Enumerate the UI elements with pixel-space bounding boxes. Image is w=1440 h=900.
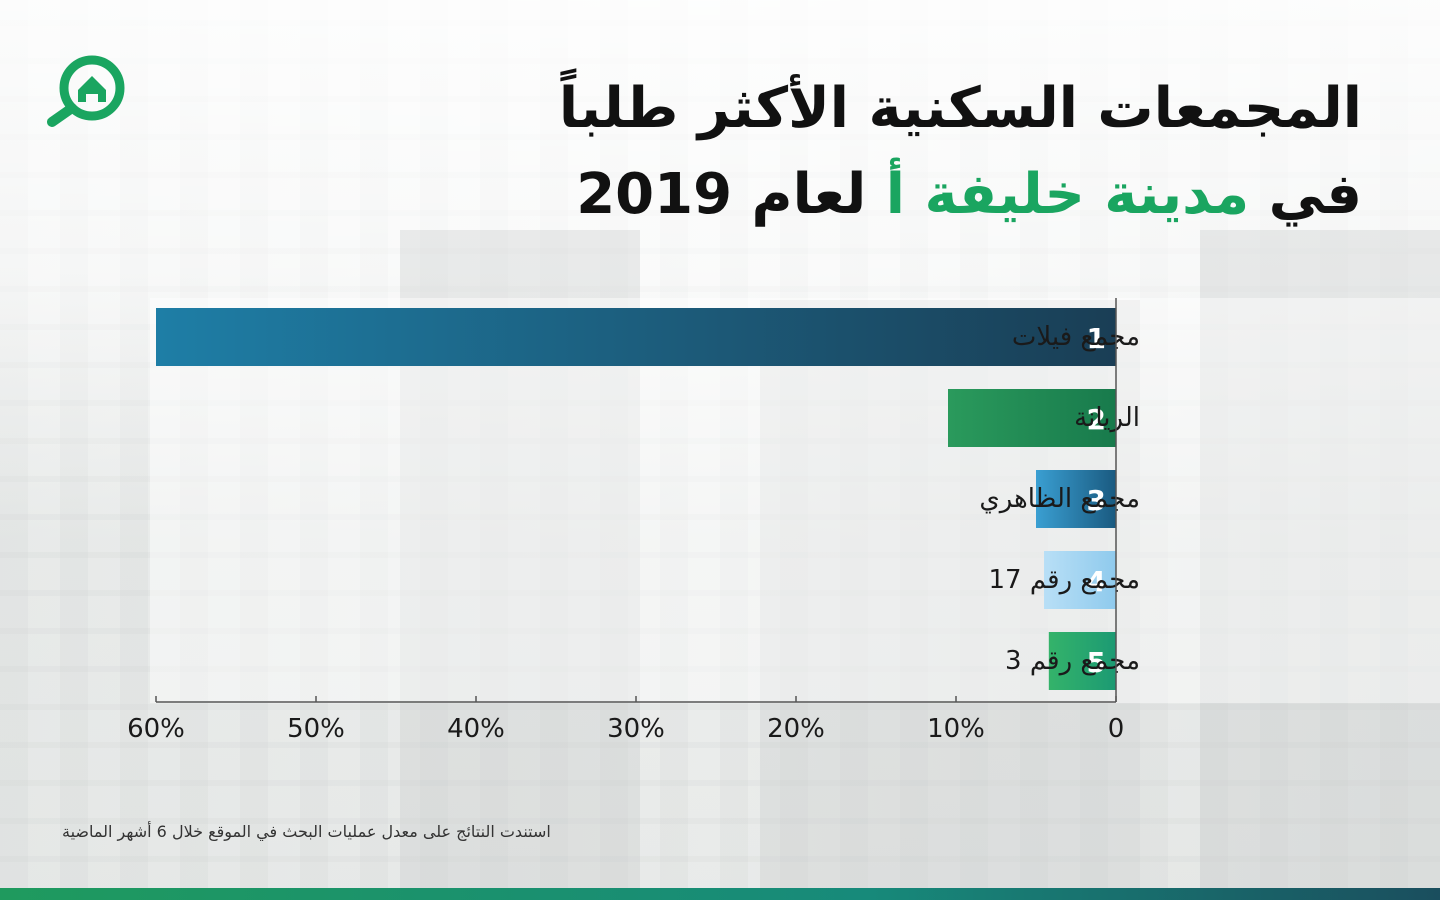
bar-5 — [1048, 632, 1116, 690]
house-search-icon — [47, 55, 125, 127]
bar-rank-label: 2 — [1087, 403, 1106, 436]
bar-rank-label: 4 — [1087, 565, 1106, 598]
title-highlight: مدينة خليفة أ — [885, 162, 1250, 227]
x-tick-label: 60% — [127, 714, 185, 744]
bar-rank-label: 5 — [1087, 646, 1106, 679]
bottom-accent-bar — [0, 888, 1440, 900]
x-tick-label: 40% — [447, 714, 505, 744]
footnote: استندت النتائج على معدل عمليات البحث في … — [62, 822, 551, 841]
bar-3 — [1036, 470, 1116, 528]
bar-2 — [948, 389, 1116, 447]
background-building — [1200, 230, 1440, 900]
x-tick-label: 10% — [927, 714, 985, 744]
category-label: مجمع رقم 3 — [1005, 646, 1140, 676]
category-label: مجمع الظاهري — [979, 484, 1140, 514]
title-line-2: في مدينة خليفة أ لعام 2019 — [559, 152, 1362, 238]
bar-1 — [156, 308, 1116, 366]
bar-4 — [1044, 551, 1116, 609]
category-label: الريانة — [1074, 403, 1140, 433]
x-tick-label: 50% — [287, 714, 345, 744]
bar-rank-label: 3 — [1087, 484, 1106, 517]
title-line-1: المجمعات السكنية الأكثر طلباً — [558, 76, 1362, 141]
page-title: المجمعات السكنية الأكثر طلباً في مدينة خ… — [559, 66, 1362, 238]
x-tick-label: 20% — [767, 714, 825, 744]
category-label: مجمع فيلات — [1012, 322, 1140, 352]
x-tick-label: 0 — [1108, 714, 1125, 744]
category-label: مجمع رقم 17 — [989, 565, 1141, 595]
title-prefix: في — [1249, 162, 1362, 227]
title-suffix: لعام 2019 — [576, 162, 886, 227]
x-tick-label: 30% — [607, 714, 665, 744]
bar-rank-label: 1 — [1087, 322, 1106, 355]
